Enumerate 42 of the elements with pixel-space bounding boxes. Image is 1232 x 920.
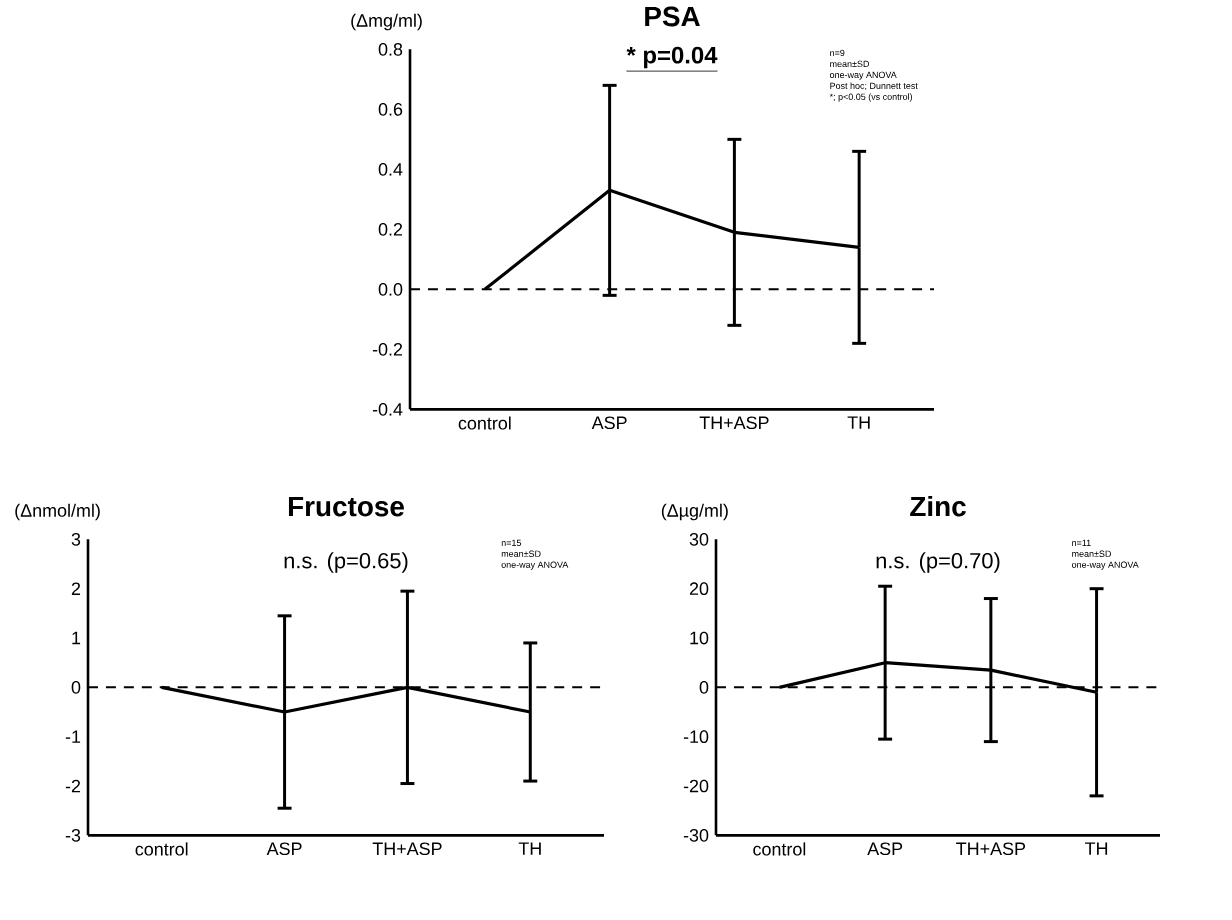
y-tick-label: 0.6 <box>378 103 403 117</box>
y-tick-label: 0.4 <box>378 163 403 177</box>
y-tick-label: 20 <box>689 582 709 596</box>
annotation: * p=0.04 <box>626 47 718 69</box>
annotation: n.s. (p=0.65) <box>284 552 408 574</box>
annotation: n.s. (p=0.70) <box>876 552 1000 574</box>
chart-title: Fructose <box>288 497 404 517</box>
y-tick-label: 0.2 <box>378 223 403 237</box>
y-tick-label: -2 <box>65 780 81 793</box>
x-tick-label: ASP <box>867 842 903 856</box>
y-tick-label: 3 <box>71 533 81 547</box>
y-tick-label: 0 <box>699 681 709 695</box>
x-tick-label: TH+ASP <box>956 842 1026 856</box>
x-tick-label: TH+ASP <box>372 842 442 856</box>
chart-title: Zinc <box>910 496 966 517</box>
y-tick-label: -20 <box>683 779 709 793</box>
x-tick-label: ASP <box>591 416 627 430</box>
x-tick-label: TH <box>1085 842 1108 856</box>
y-tick-label: -0.4 <box>372 403 403 417</box>
y-tick-label: 0 <box>71 681 81 695</box>
y-axis-title: (Δmg/ml) <box>351 13 422 31</box>
x-tick-label: TH+ASP <box>699 416 769 430</box>
y-tick-label: 1 <box>72 632 81 645</box>
y-tick-label: 0.0 <box>378 283 403 297</box>
y-tick-label: -3 <box>65 829 81 843</box>
x-tick-label: control <box>458 416 511 430</box>
y-tick-label: 0.8 <box>378 43 403 57</box>
y-tick-label: 10 <box>690 631 709 645</box>
y-tick-label: 30 <box>689 533 709 547</box>
y-tick-label: -10 <box>683 730 709 744</box>
y-tick-label: -0.2 <box>372 343 403 357</box>
y-tick-label: -1 <box>65 730 81 744</box>
chart-title: PSA <box>645 6 700 27</box>
x-tick-label: control <box>753 842 806 856</box>
x-tick-label: control <box>135 842 188 856</box>
x-tick-label: ASP <box>266 842 302 856</box>
y-tick-label: -30 <box>683 829 709 843</box>
x-tick-label: TH <box>518 842 541 856</box>
y-tick-label: 2 <box>71 582 81 596</box>
x-tick-label: TH <box>847 416 870 430</box>
y-axis-title: (Δnmol/ml) <box>15 503 100 521</box>
y-axis-title: (Δµg/ml) <box>661 503 728 521</box>
